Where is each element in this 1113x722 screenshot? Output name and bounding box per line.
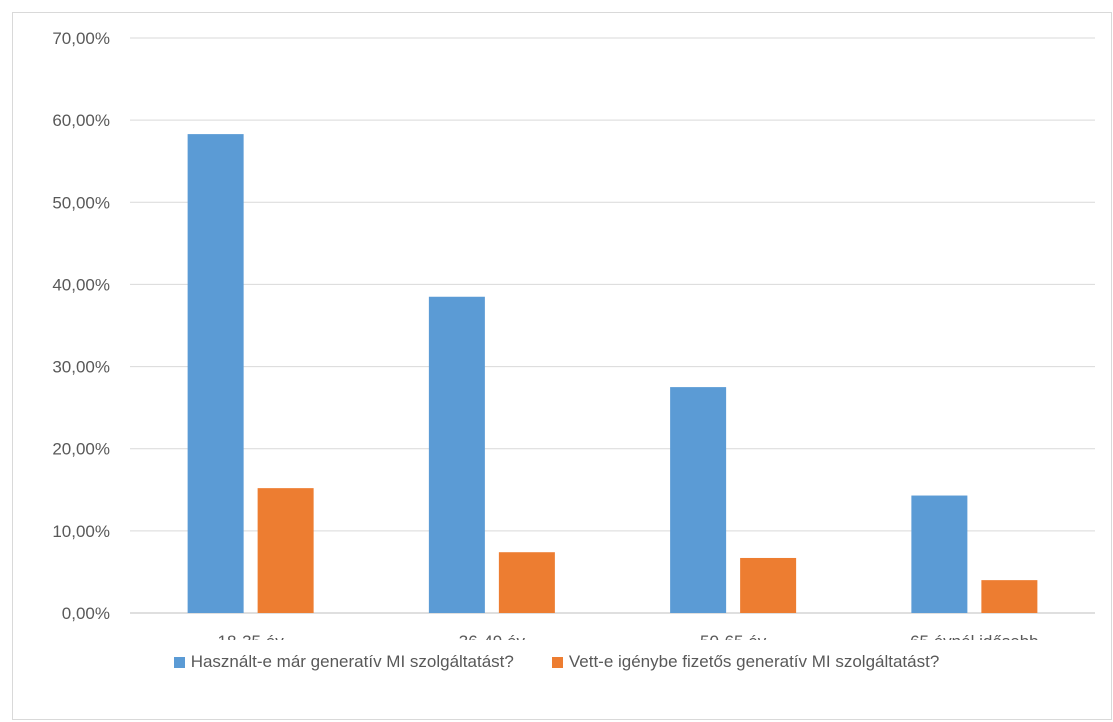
- bar-series-1: [911, 495, 968, 613]
- y-tick-label: 40,00%: [52, 275, 110, 294]
- legend-swatch-series-1: [173, 656, 185, 668]
- x-tick-label: 50-65 év: [700, 632, 767, 640]
- bar-series-2: [740, 557, 797, 613]
- legend-item-series-1: Használt-e már generatív MI szolgáltatás…: [173, 652, 514, 672]
- legend-swatch-series-2: [551, 656, 563, 668]
- y-tick-label: 20,00%: [52, 440, 110, 459]
- y-tick-label: 60,00%: [52, 111, 110, 130]
- bar-series-2: [981, 580, 1038, 613]
- legend: Használt-e már generatív MI szolgáltatás…: [0, 652, 1113, 672]
- y-tick-label: 10,00%: [52, 522, 110, 541]
- legend-label-series-1: Használt-e már generatív MI szolgáltatás…: [190, 652, 514, 671]
- legend-item-series-2: Vett-e igénybe fizetős generatív MI szol…: [551, 652, 940, 672]
- y-tick-label: 0,00%: [62, 604, 110, 623]
- y-tick-label: 50,00%: [52, 193, 110, 212]
- y-tick-label: 30,00%: [52, 358, 110, 377]
- x-tick-label: 36-49 év: [459, 632, 526, 640]
- bar-series-1: [187, 134, 244, 613]
- y-tick-label: 70,00%: [52, 29, 110, 48]
- bar-series-2: [257, 488, 314, 613]
- legend-label-series-2: Vett-e igénybe fizetős generatív MI szol…: [568, 652, 940, 671]
- bar-chart: 0,00% 10,00% 20,00% 30,00% 40,00% 50,00% 60,00…: [52, 29, 1095, 640]
- bar-series-2: [498, 552, 555, 613]
- bar-series-1: [428, 296, 485, 613]
- bar-series-1: [670, 387, 727, 613]
- x-tick-label: 65 évnél idősebb: [910, 632, 1039, 640]
- x-tick-label: 18-35 év: [218, 632, 285, 640]
